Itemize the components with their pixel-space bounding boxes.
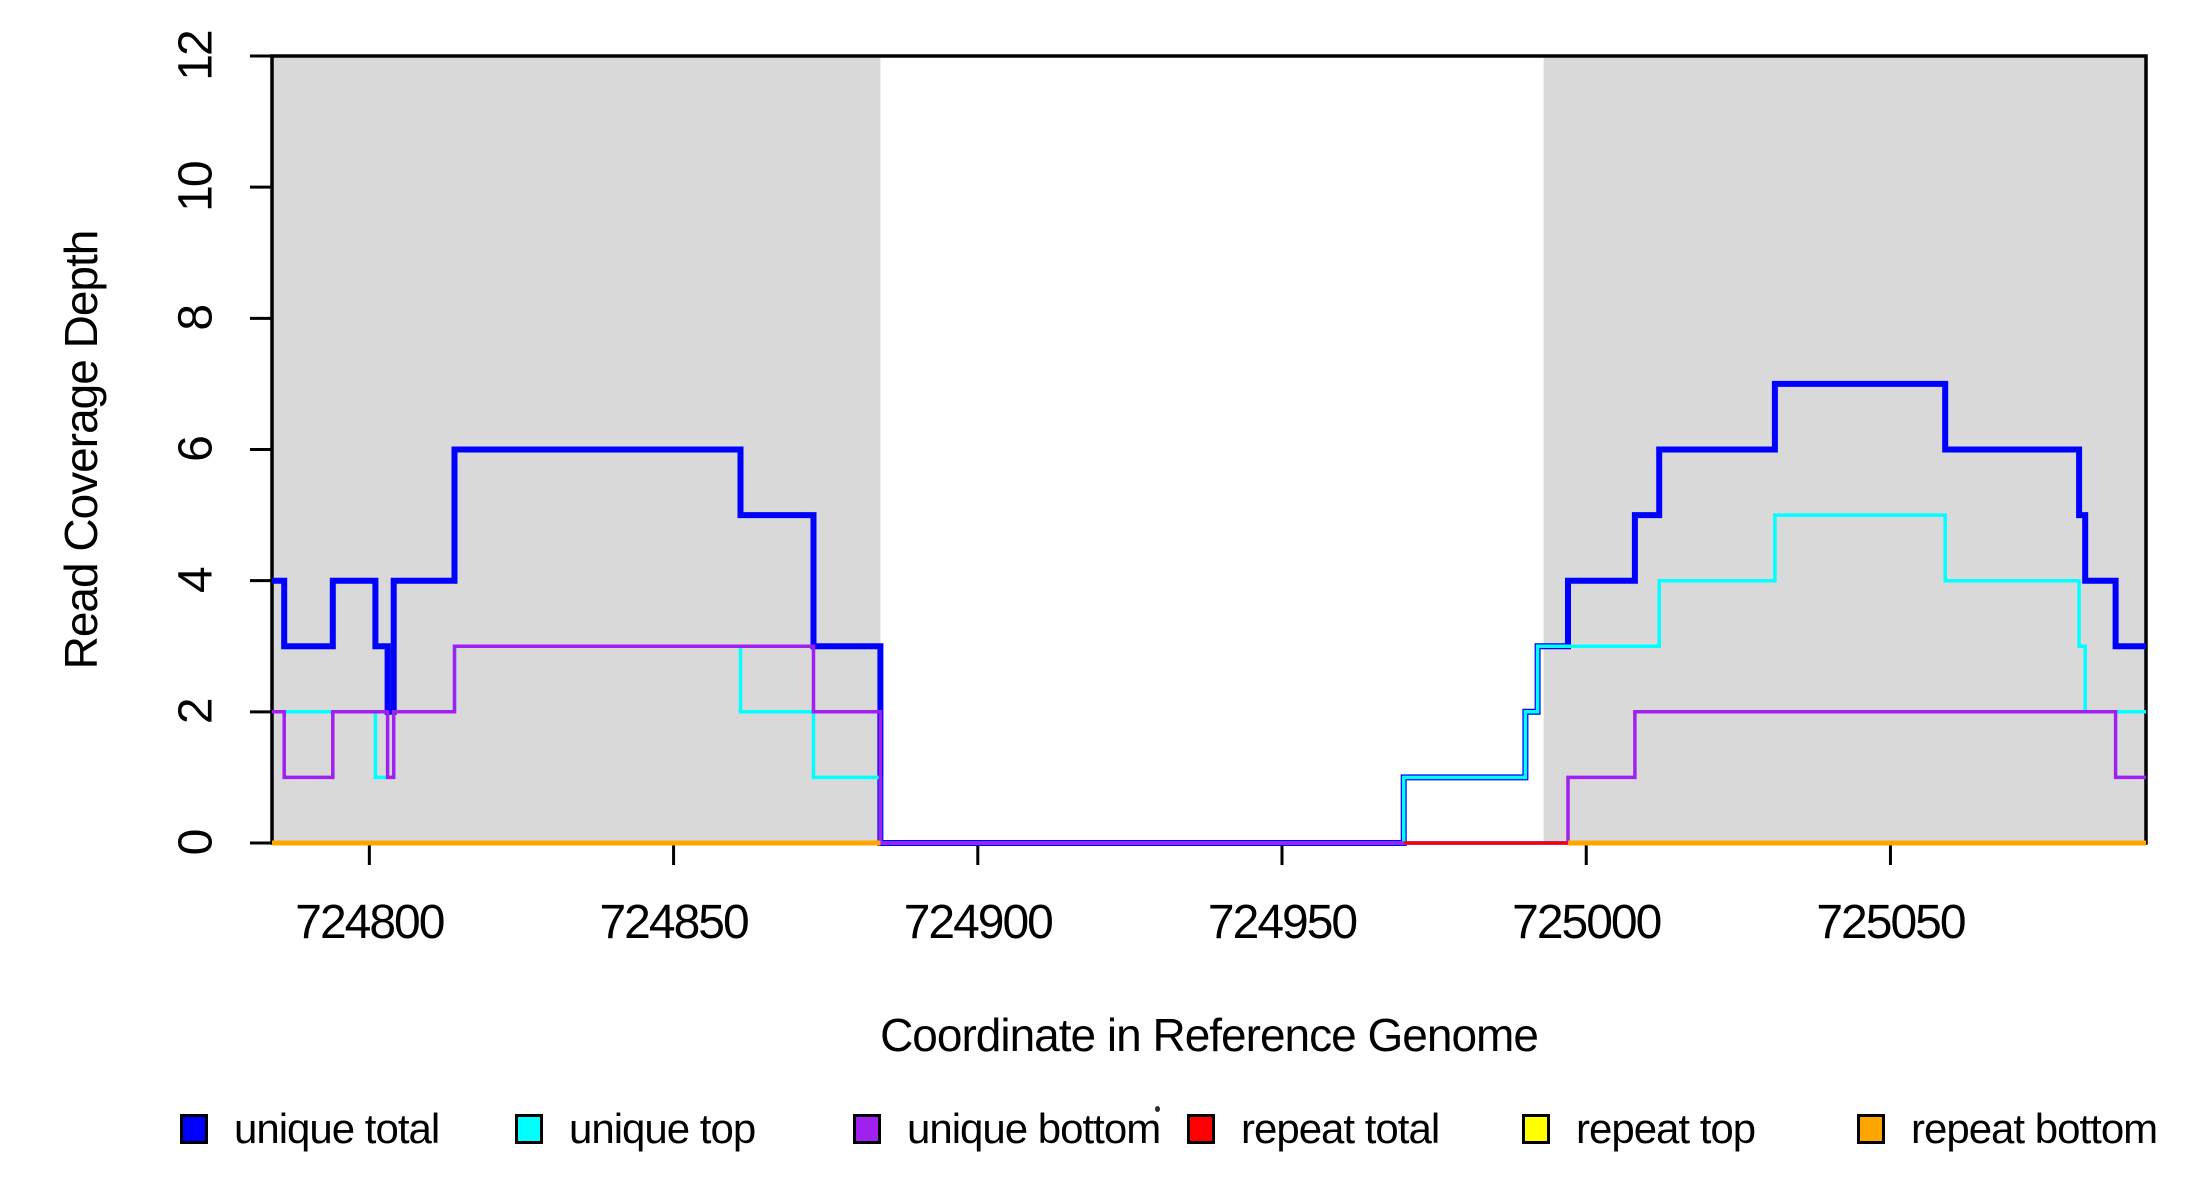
repeat-total-swatch-icon (1187, 1114, 1215, 1144)
legend-label: repeat bottom (1911, 1105, 2158, 1152)
x-tick-label: 724800 (295, 896, 443, 949)
y-axis-title: Read Coverage Depth (55, 230, 107, 670)
legend-label: repeat top (1576, 1105, 1756, 1152)
legend-label: unique bottom (907, 1105, 1161, 1152)
legend-item-unique-bottom: unique bottom (853, 1105, 1161, 1153)
legend-label: repeat total (1241, 1105, 1440, 1152)
legend-item-repeat-bottom: repeat bottom (1857, 1105, 2158, 1153)
x-tick-label: 725050 (1816, 896, 1964, 949)
y-tick-label: 0 (170, 830, 223, 855)
legend-item-repeat-top: repeat top (1522, 1105, 1756, 1153)
legend-item-repeat-total: repeat total (1187, 1105, 1440, 1153)
axes-layer: 724800 724850 724900 724950 725000 725050 0 2 4 6… (170, 31, 2148, 949)
legend-item-unique-total: unique total (180, 1105, 440, 1153)
stray-dot (1155, 1106, 1160, 1112)
x-tick-label: 725000 (1512, 896, 1660, 949)
x-axis-title: Coordinate in Reference Genome (880, 1009, 1539, 1061)
y-tick-label: 2 (170, 699, 223, 724)
unique-bottom-swatch-icon (853, 1114, 881, 1144)
unique-total-swatch-icon (180, 1114, 208, 1144)
x-tick-label: 724950 (1208, 896, 1356, 949)
legend: unique total unique top unique bottom re… (0, 1105, 2200, 1165)
y-tick-label: 6 (170, 437, 223, 462)
y-tick-label: 8 (170, 306, 223, 331)
repeat-bottom-swatch-icon (1857, 1114, 1885, 1144)
series-layer (272, 380, 2146, 846)
y-tick-label: 4 (170, 567, 223, 593)
repeat-top-swatch-icon (1522, 1114, 1550, 1144)
legend-label: unique total (234, 1105, 440, 1152)
y-tick-label: 10 (170, 162, 223, 212)
x-tick-label: 724850 (599, 896, 747, 949)
legend-item-unique-top: unique top (515, 1105, 756, 1153)
unique-top-swatch-icon (515, 1114, 543, 1144)
y-tick-label: 12 (170, 31, 223, 81)
legend-label: unique top (569, 1105, 756, 1152)
x-tick-label: 724900 (904, 896, 1052, 949)
series-unique-bottom (272, 644, 2146, 845)
